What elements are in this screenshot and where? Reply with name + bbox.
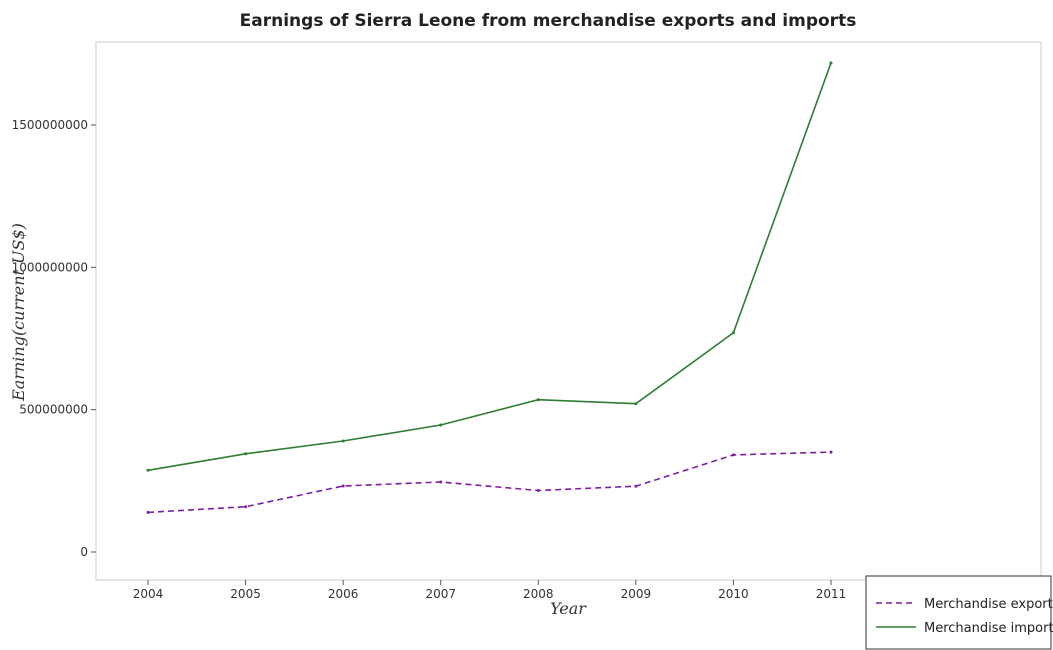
y-tick-label: 0 (80, 545, 88, 559)
data-point (634, 402, 638, 406)
x-tick-label: 2011 (816, 587, 847, 601)
data-point (244, 505, 248, 509)
x-tick-label: 2007 (425, 587, 456, 601)
x-tick-label: 2006 (328, 587, 359, 601)
x-axis-label: Year (550, 599, 587, 618)
data-point (439, 480, 443, 484)
data-point (829, 61, 833, 65)
y-tick-label: 500000000 (19, 403, 88, 417)
plot-frame (95, 41, 1042, 581)
x-tick-label: 2010 (718, 587, 749, 601)
data-point (731, 331, 735, 335)
data-point (634, 484, 638, 488)
data-point (731, 453, 735, 457)
legend-label: Merchandise imports (924, 621, 1053, 636)
y-tick-label: 1500000000 (12, 118, 88, 132)
data-point (536, 489, 540, 493)
data-point (146, 468, 150, 472)
x-axis: 2004 2005 2006 2007 2008 2009 2010 2011 (133, 580, 847, 601)
x-tick-label: 2005 (230, 587, 261, 601)
legend: Merchandise exports Merchandise imports (865, 575, 1053, 650)
data-point (829, 450, 833, 454)
series-line-imports (147, 62, 832, 472)
y-axis: 0 500000000 1000000000 1500000000 (12, 118, 96, 559)
data-point (536, 398, 540, 402)
data-point (341, 484, 345, 488)
data-point (341, 439, 345, 443)
series-line-exports (147, 451, 832, 514)
y-tick-label: 1000000000 (12, 260, 88, 274)
series-layer (146, 61, 833, 514)
x-tick-label: 2009 (621, 587, 652, 601)
data-point (244, 452, 248, 456)
legend-box (865, 575, 1052, 650)
x-tick-label: 2008 (523, 587, 554, 601)
y-axis-label: Earning(current US$) (9, 223, 28, 402)
x-tick-label: 2004 (133, 587, 164, 601)
legend-label: Merchandise exports (924, 597, 1053, 612)
data-point (146, 510, 150, 514)
data-point (439, 423, 443, 427)
chart-title: Earnings of Sierra Leone from merchandis… (240, 11, 857, 31)
